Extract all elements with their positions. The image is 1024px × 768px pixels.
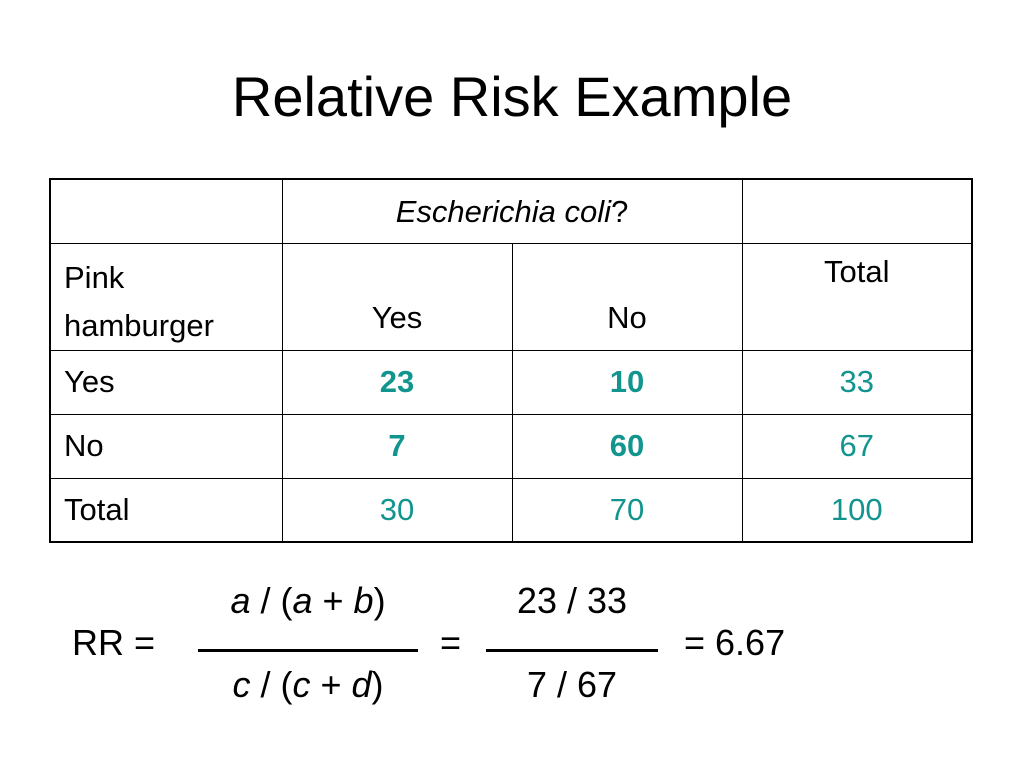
cell-c: 7 (281, 413, 513, 479)
outcome-variable-name: Escherichia coli (395, 194, 612, 229)
column-total-no: 70 (511, 477, 743, 543)
outcome-question-mark: ? (611, 194, 629, 229)
outcome-header-cell: Escherichia coli? (281, 178, 743, 244)
table-header-row: Escherichia coli? (49, 178, 973, 244)
numeric-numerator: 23 / 33 (516, 580, 628, 621)
grand-total: 100 (741, 477, 973, 543)
symbolic-denominator: c / (c + d) (232, 664, 384, 705)
exposure-label: Pink hamburger (64, 259, 214, 343)
row-total: 67 (741, 413, 973, 479)
col-header-no: No (511, 242, 743, 351)
header-empty-cell (49, 178, 283, 244)
column-total-yes: 30 (281, 477, 513, 543)
row-label: Yes (49, 349, 283, 415)
slide-title: Relative Risk Example (231, 65, 793, 128)
equals-sign: = (440, 622, 462, 663)
header-empty-total-cell (741, 178, 973, 244)
exposure-label-cell: Pink hamburger (49, 242, 283, 351)
table-row: Yes 23 10 33 (49, 349, 973, 415)
cell-a: 23 (281, 349, 513, 415)
col-header-yes: Yes (281, 242, 513, 351)
formula-lhs: RR = (72, 622, 156, 663)
cell-d: 60 (511, 413, 743, 479)
numeric-denominator: 7 / 67 (526, 664, 618, 705)
fraction-bar-numeric (486, 649, 658, 652)
cell-b: 10 (511, 349, 743, 415)
table-subheader-row: Pink hamburger Yes No Total (49, 242, 973, 351)
col-header-total: Total (741, 242, 973, 351)
formula-result: = 6.67 (684, 622, 786, 663)
fraction-bar-symbolic (198, 649, 418, 652)
row-total: 33 (741, 349, 973, 415)
table-row: No 7 60 67 (49, 413, 973, 479)
contingency-table: Escherichia coli? Pink hamburger Yes No … (49, 178, 973, 543)
table-row: Total 30 70 100 (49, 477, 973, 543)
row-label: Total (49, 477, 283, 543)
row-label: No (49, 413, 283, 479)
symbolic-numerator: a / (a + b) (230, 580, 386, 621)
